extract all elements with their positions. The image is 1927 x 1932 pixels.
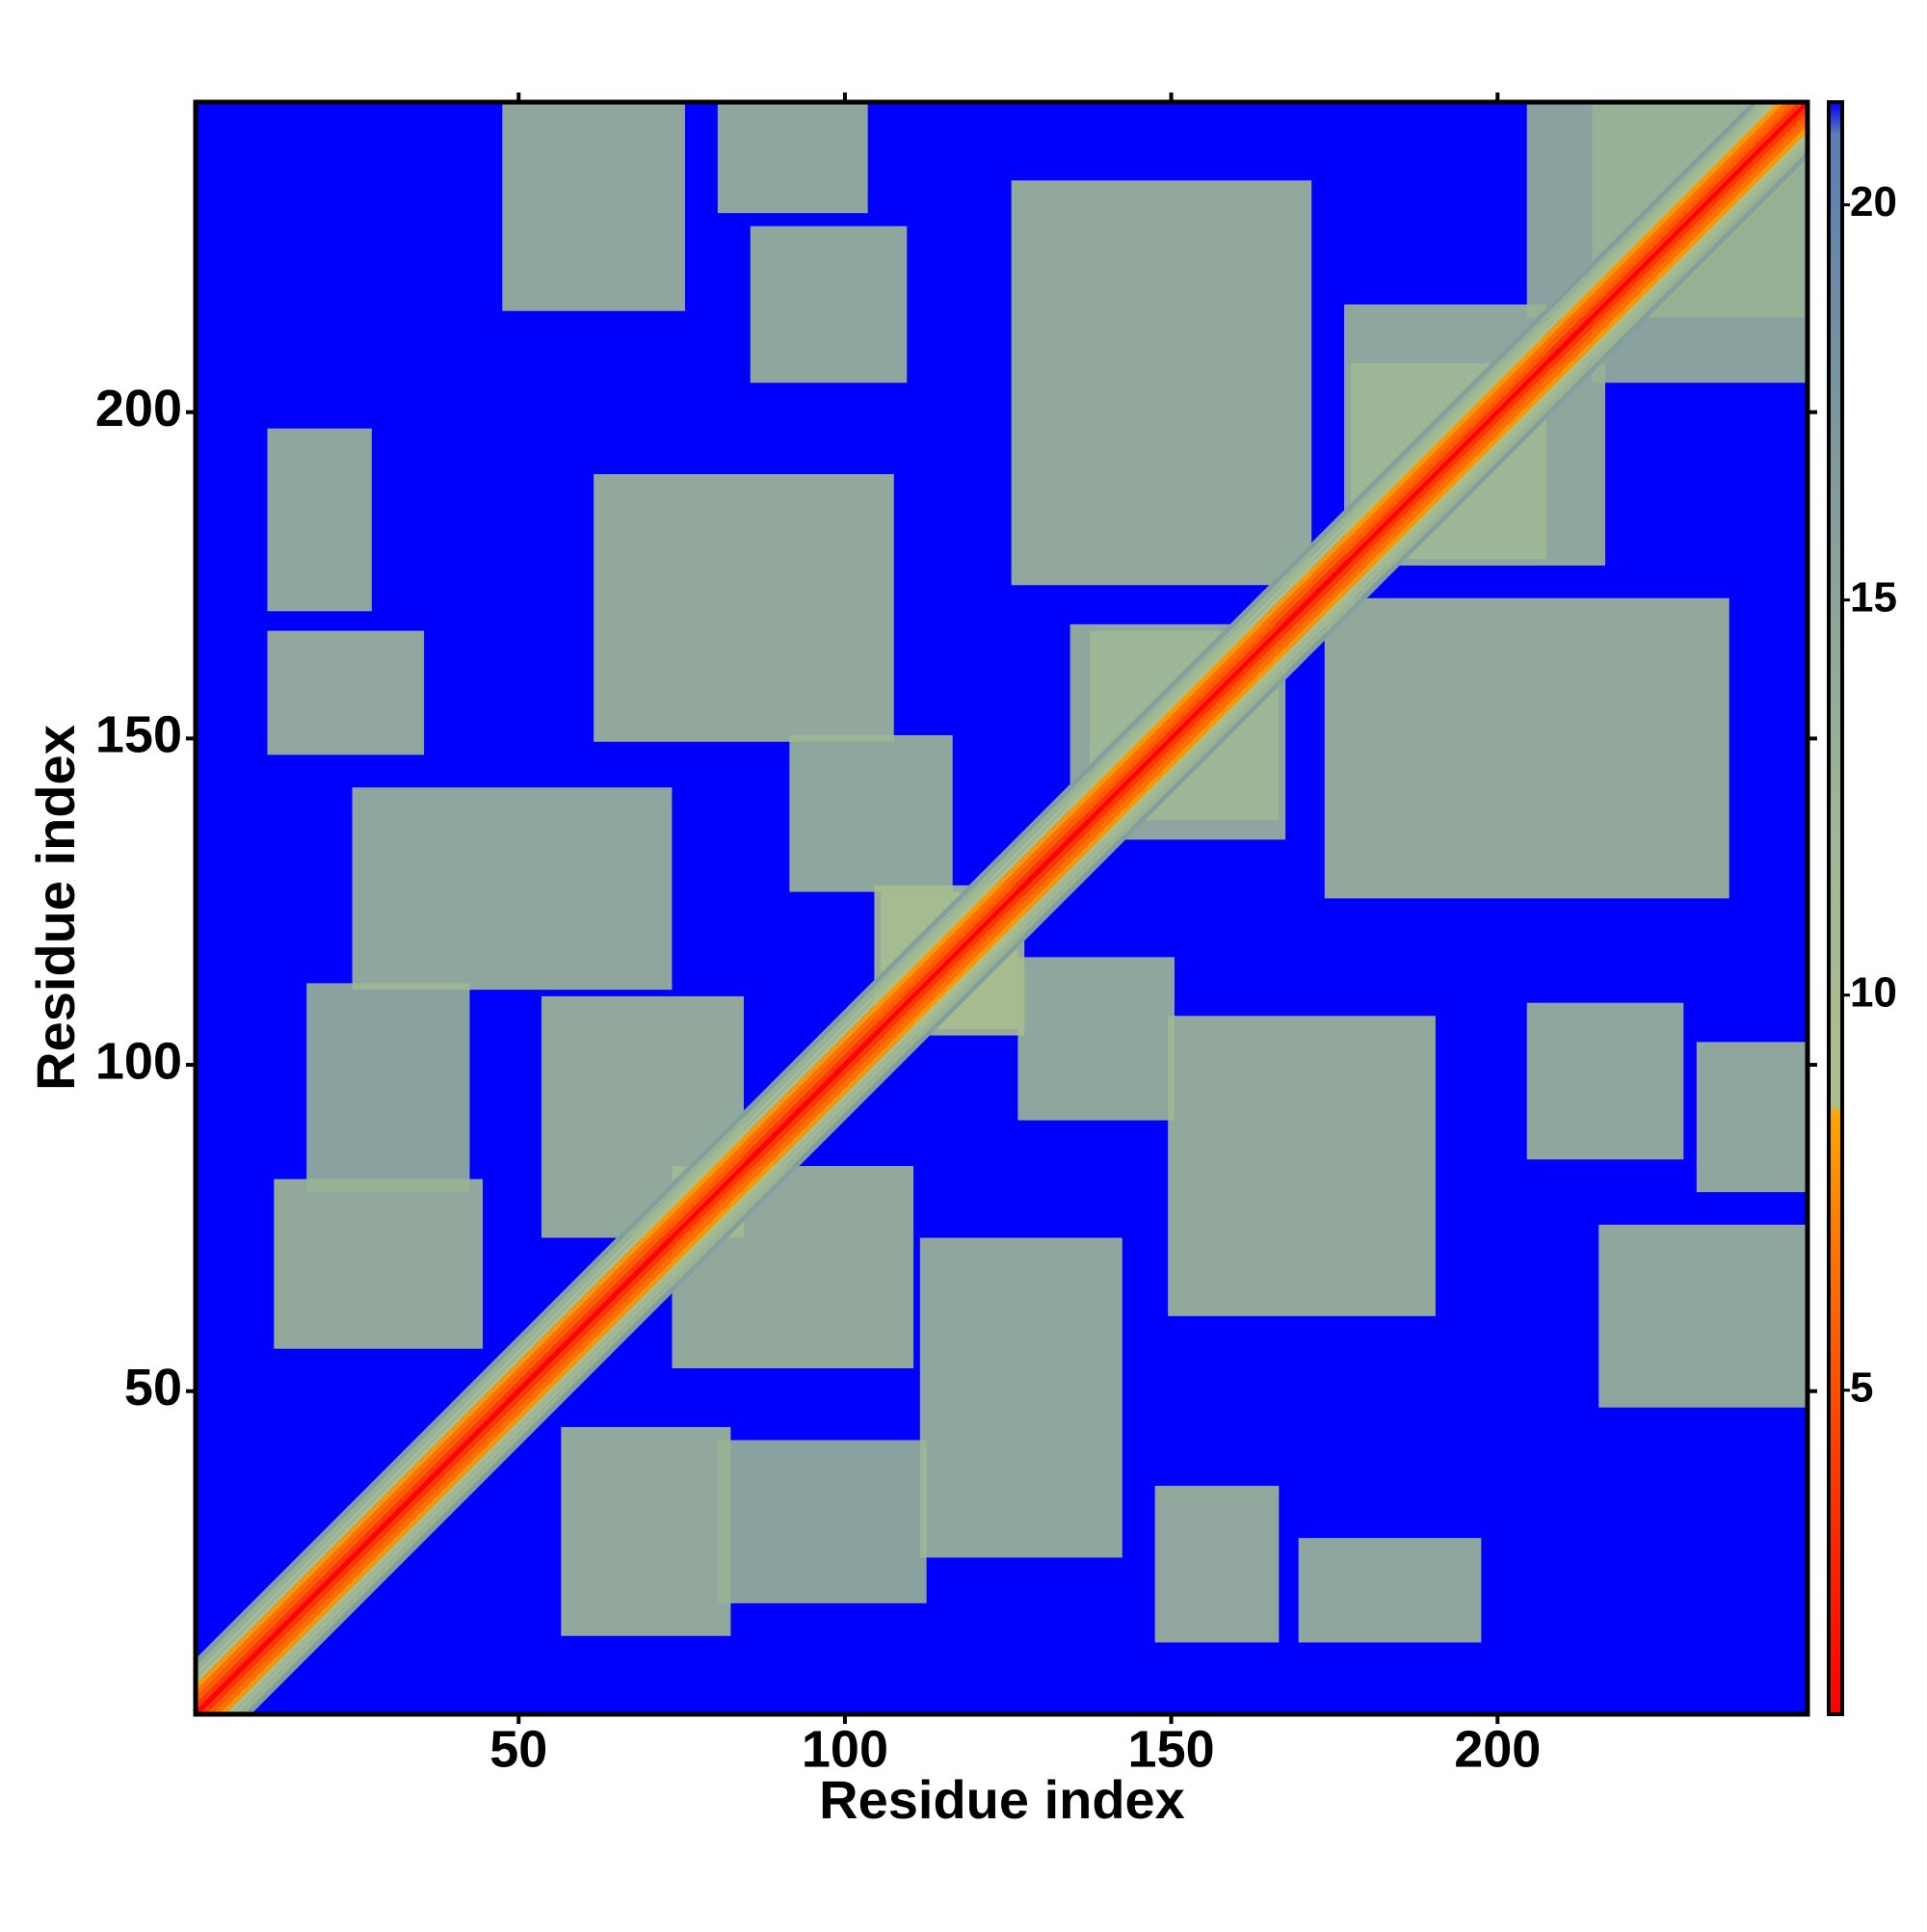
contact-patch: [267, 630, 425, 755]
contact-patch: [1017, 957, 1175, 1121]
diagonal-band: [196, 102, 1808, 1714]
colorbar-tick-label: 10: [1850, 968, 1897, 1016]
contact-patch: [306, 983, 470, 1193]
colorbar-tick-label: 5: [1850, 1363, 1873, 1411]
y-tick-label: 50: [124, 1359, 182, 1416]
contact-patch: [267, 428, 372, 612]
colorbar-tick-label: 20: [1850, 178, 1897, 225]
x-axis-title: Residue index: [819, 1769, 1185, 1830]
x-tick-label: 150: [1128, 1720, 1215, 1778]
contact-patch: [1154, 1485, 1280, 1643]
contact-patch: [1298, 1538, 1482, 1643]
contact-patch: [919, 1237, 1122, 1558]
contact-patch: [717, 102, 868, 214]
x-tick-label: 100: [802, 1720, 888, 1778]
contact-patch: [352, 787, 673, 991]
contact-patch: [717, 1440, 927, 1603]
contact-patch: [1696, 1042, 1808, 1193]
y-axis-title: Residue index: [25, 725, 86, 1091]
x-tick-label: 200: [1454, 1720, 1541, 1778]
contact-patch: [1168, 1016, 1436, 1316]
contact-patch: [1011, 180, 1312, 586]
x-tick-label: 50: [489, 1720, 547, 1778]
contact-patch: [789, 735, 953, 892]
y-tick-label: 200: [95, 380, 182, 437]
y-tick-label: 100: [95, 1032, 182, 1090]
plot-frame: [193, 99, 1810, 1717]
diagonal-band: [196, 102, 1765, 1672]
contact-patch: [1526, 1002, 1684, 1160]
contact-patch: [1598, 1225, 1808, 1408]
contact-patch: [1324, 597, 1729, 899]
contact-patch: [274, 1178, 484, 1349]
contact-patch: [502, 102, 685, 311]
contact-patch: [561, 1426, 731, 1636]
y-tick-label: 150: [95, 706, 182, 764]
diagonal-band: [238, 145, 1808, 1714]
heatmap: [196, 102, 1808, 1714]
contact-patch: [750, 225, 908, 384]
contact-patch: [594, 474, 894, 742]
colorbar: [1827, 100, 1844, 1716]
colorbar-tick-label: 15: [1850, 573, 1897, 621]
